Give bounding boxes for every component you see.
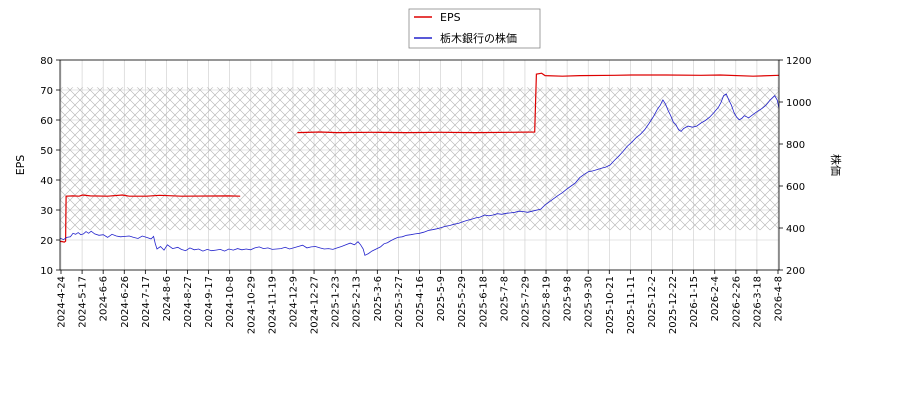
price-series-line [60,93,779,256]
x-tick-label-13: 2025-1-23 [331,276,342,328]
x-tick-label-22: 2025-7-29 [520,276,531,328]
x-tick-label-25: 2025-9-30 [584,276,595,328]
x-tick-label-15: 2025-3-6 [373,276,384,321]
left-tick-label-1: 20 [40,236,53,247]
x-tick-label-28: 2025-12-2 [647,276,658,328]
right-tick-label-4: 1000 [786,98,811,109]
x-tick-label-26: 2025-10-21 [605,276,616,334]
x-tick-label-4: 2024-7-17 [141,276,152,328]
x-tick-label-17: 2025-4-16 [415,276,426,328]
x-tick-label-20: 2025-6-18 [478,276,489,328]
left-tick-label-4: 50 [40,146,53,157]
x-tick-label-0: 2024-4-24 [57,276,68,328]
x-tick-label-8: 2024-10-8 [225,276,236,328]
x-tick-label-12: 2024-12-27 [310,276,321,334]
x-tick-label-21: 2025-7-8 [499,276,510,321]
x-tick-label-5: 2024-8-6 [162,276,173,321]
x-tick-label-33: 2026-3-18 [752,276,763,328]
x-tick-label-3: 2024-6-26 [120,276,131,328]
right-tick-label-0: 200 [786,266,805,277]
x-tick-label-27: 2025-11-11 [626,276,637,334]
left-tick-label-6: 70 [40,86,53,97]
left-tick-label-2: 30 [40,206,53,217]
x-tick-label-18: 2025-5-9 [436,276,447,321]
legend-box [408,8,541,49]
x-tick-label-29: 2025-12-22 [668,276,679,334]
x-tick-label-16: 2025-3-27 [394,276,405,328]
x-tick-label-2: 2024-6-6 [99,276,110,321]
right-axis: 200 400 600 800 1000 1200 [779,56,811,277]
right-tick-label-2: 600 [786,182,805,193]
left-axis: 10 20 30 40 50 60 70 80 [40,56,60,277]
left-tick-label-0: 10 [40,266,53,277]
x-tick-label-7: 2024-9-17 [204,276,215,328]
x-tick-label-34: 2026-4-8 [774,276,785,321]
legend-price-label: 栃木銀行の株価 [440,31,517,45]
x-tick-label-31: 2026-2-4 [710,276,721,321]
x-tick-label-9: 2024-10-29 [246,276,257,334]
shaded-band [60,87,779,231]
left-tick-label-7: 80 [40,56,53,67]
x-tick-label-23: 2025-8-19 [542,276,553,328]
eps-segment-1 [297,72,779,134]
left-axis-label: EPS [14,155,27,176]
legend: EPS 栃木銀行の株価 [408,8,541,49]
x-tick-label-6: 2024-8-27 [183,276,194,328]
x-tick-label-32: 2026-2-26 [731,276,742,328]
x-axis: 2024-4-24 2024-5-17 2024-6-6 2024-6-26 2024-… [57,270,785,334]
legend-eps-label: EPS [440,11,461,24]
right-tick-label-3: 800 [786,140,805,151]
x-tick-label-30: 2026-1-15 [689,276,700,328]
x-tick-label-19: 2025-5-29 [457,276,468,328]
eps-series-line [60,72,779,243]
x-tick-label-11: 2024-12-9 [288,276,299,328]
left-tick-label-3: 40 [40,176,53,187]
x-tick-label-1: 2024-5-17 [78,276,89,328]
x-tick-label-10: 2024-11-19 [267,276,278,334]
eps-segment-0 [60,194,241,243]
right-tick-label-5: 1200 [786,56,811,67]
right-axis-label: 株価 [829,154,843,176]
right-tick-label-1: 400 [786,224,805,235]
left-tick-label-5: 60 [40,116,53,127]
x-tick-label-14: 2025-2-13 [352,276,363,328]
x-tick-label-24: 2025-9-8 [563,276,574,321]
